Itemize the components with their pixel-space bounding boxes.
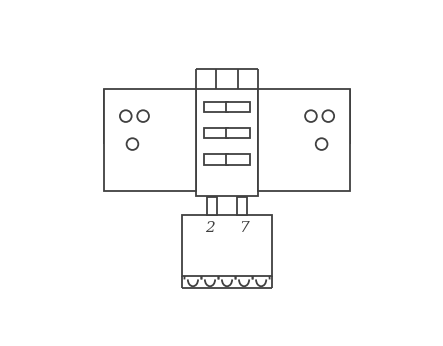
Text: 4: 4 (187, 100, 197, 114)
Bar (226, 128, 250, 138)
Text: 7: 7 (240, 221, 249, 235)
Bar (204, 102, 229, 112)
Bar (258, 90, 350, 191)
Text: 5: 5 (257, 100, 267, 114)
Bar (204, 128, 229, 138)
Text: 3: 3 (187, 126, 197, 140)
Bar (226, 154, 250, 165)
Bar (226, 102, 250, 112)
Text: 6: 6 (257, 126, 267, 140)
Bar (204, 154, 229, 165)
Text: 2: 2 (205, 221, 214, 235)
Text: 1: 1 (187, 153, 197, 166)
Bar (237, 197, 247, 215)
Text: 8: 8 (257, 153, 267, 166)
Bar (207, 197, 218, 215)
Bar (182, 215, 272, 276)
Bar (196, 90, 258, 196)
Bar (105, 90, 196, 191)
